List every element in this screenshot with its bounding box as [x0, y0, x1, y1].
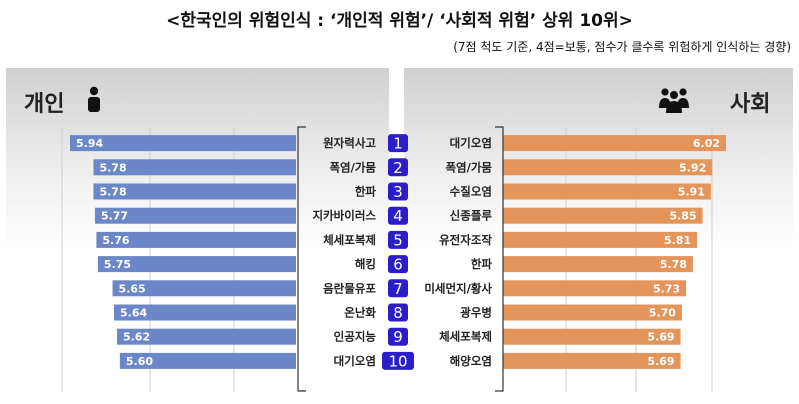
social-value-label: 5.92: [679, 161, 706, 174]
rank-badge: [388, 279, 408, 298]
personal-category-label: 체세포복제: [323, 233, 376, 247]
rank-number: 4: [393, 207, 403, 225]
personal-bar: [97, 256, 296, 273]
social-bar: [503, 159, 713, 176]
rank-number: 3: [393, 183, 403, 201]
personal-value-label: 5.77: [101, 210, 128, 223]
personal-bar: [70, 135, 296, 152]
social-bar: [503, 183, 711, 200]
personal-category-label: 원자력사고: [323, 136, 376, 150]
personal-bar: [112, 280, 296, 297]
personal-value-label: 5.75: [104, 258, 131, 271]
personal-category-label: 지카바이러스: [313, 209, 377, 223]
personal-category-label: 폭염/가뭄: [329, 160, 376, 174]
rank-badge: [388, 182, 408, 201]
rank-badge: [388, 158, 408, 177]
personal-category-label: 음란물유포: [323, 281, 376, 295]
rank-number: 8: [393, 304, 403, 322]
personal-value-label: 5.76: [102, 234, 129, 247]
personal-category-label: 해킹: [355, 257, 376, 271]
personal-bar: [114, 304, 296, 321]
chart-subtitle: (7점 척도 기준, 4점=보통, 점수가 클수록 위험하게 인식하는 경향): [453, 40, 791, 54]
personal-bar: [93, 159, 296, 176]
chart-title: <한국인의 위험인식 : ‘개인적 위험’/ ‘사회적 위험’ 상위 10위>: [166, 11, 633, 31]
social-category-label: 유전자조작: [439, 233, 492, 247]
social-value-label: 5.69: [647, 331, 674, 344]
rank-number: 1: [393, 135, 403, 153]
personal-bar: [93, 183, 296, 200]
social-value-label: 5.73: [653, 282, 680, 295]
social-category-label: 대기오염: [450, 136, 492, 150]
rank-number: 2: [393, 159, 403, 177]
rank-number: 5: [393, 231, 403, 249]
social-value-label: 5.91: [678, 186, 705, 199]
rank-badge: [388, 206, 408, 225]
personal-bracket: [297, 126, 306, 392]
personal-value-label: 5.62: [123, 331, 150, 344]
social-category-label: 신종플루: [450, 209, 493, 223]
social-bar: [503, 328, 681, 345]
rank-badge: [388, 230, 408, 249]
personal-value-label: 5.94: [76, 137, 103, 150]
social-bracket: [495, 126, 504, 392]
social-category-label: 체세포복제: [439, 330, 492, 344]
personal-value-label: 5.60: [126, 355, 153, 368]
social-bar: [503, 207, 703, 224]
rank-number: 9: [393, 328, 403, 346]
personal-value-label: 5.65: [119, 282, 146, 295]
personal-value-label: 5.78: [99, 161, 126, 174]
social-value-label: 6.02: [693, 137, 720, 150]
social-bar: [503, 135, 726, 152]
personal-category-label: 한파: [355, 185, 377, 199]
personal-category-label: 온난화: [344, 306, 376, 320]
social-category-label: 해양오염: [450, 354, 492, 368]
group-icon: [659, 88, 689, 113]
rank-number: 6: [393, 256, 403, 274]
social-value-label: 5.78: [660, 258, 687, 271]
social-value-label: 5.70: [649, 307, 676, 320]
rank-number: 10: [388, 352, 407, 370]
rank-badge: [388, 255, 408, 274]
social-bar: [503, 256, 693, 273]
social-bar: [503, 231, 698, 248]
personal-bar: [96, 231, 296, 248]
social-value-label: 5.81: [664, 234, 691, 247]
rank-badge: [388, 327, 408, 346]
rank-badge: [388, 134, 408, 153]
social-category-label: 광우병: [460, 306, 492, 320]
person-icon: [88, 86, 100, 112]
social-bar: [503, 280, 687, 297]
social-bar: [503, 304, 682, 321]
personal-value-label: 5.64: [120, 307, 147, 320]
personal-category-label: 대기오염: [334, 354, 376, 368]
rank-badge: [388, 303, 408, 322]
social-category-label: 한파: [471, 257, 493, 271]
personal-bar: [94, 207, 296, 224]
social-bar: [503, 352, 681, 369]
social-category-label: 수질오염: [450, 185, 492, 199]
personal-bar: [116, 328, 297, 345]
rank-badge: [382, 351, 414, 370]
social-category-label: 미세먼지/황사: [424, 281, 492, 295]
social-value-label: 5.69: [647, 355, 674, 368]
rank-number: 7: [393, 280, 403, 298]
social-category-label: 폭염/가뭄: [445, 160, 492, 174]
social-label: 사회: [730, 92, 771, 117]
personal-value-label: 5.78: [99, 186, 126, 199]
personal-bar: [119, 352, 296, 369]
personal-label: 개인: [24, 92, 65, 117]
personal-category-label: 인공지능: [334, 330, 377, 344]
social-value-label: 5.85: [669, 210, 696, 223]
